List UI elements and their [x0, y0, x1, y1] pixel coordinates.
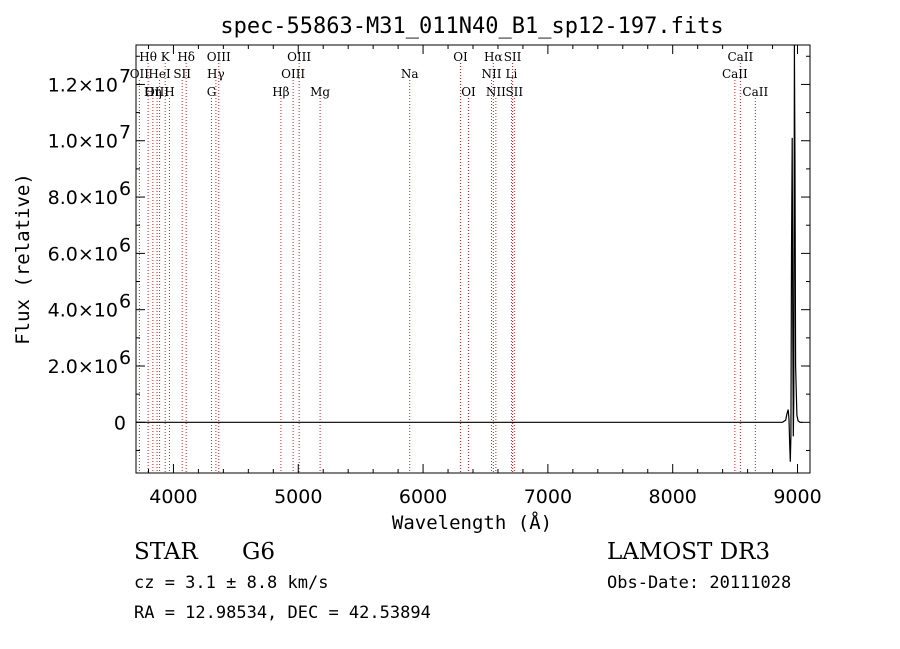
spectral-line-label: CaII	[727, 50, 753, 64]
spectral-line-label: Hη	[144, 85, 162, 99]
plot-frame	[135, 44, 811, 474]
spectral-line-label: G	[207, 85, 217, 99]
y-tick-label: 1.2×10	[48, 74, 118, 96]
spectral-line-label: OII	[130, 67, 150, 81]
x-tick-label: 6000	[399, 486, 447, 508]
spectral-line-label: Hγ	[207, 67, 225, 81]
x-tick-label: 9000	[773, 486, 821, 508]
y-tick-exponent: 7	[119, 122, 131, 144]
y-tick-exponent: 6	[119, 178, 131, 200]
y-tick-label: 1.0×10	[48, 131, 118, 153]
x-tick-label: 7000	[524, 486, 572, 508]
spectral-line-label: H	[164, 85, 174, 99]
spectral-line-label: SII	[173, 67, 191, 81]
y-tick-exponent: 6	[119, 234, 131, 256]
y-tick-label: 2.0×10	[48, 356, 118, 378]
spectral-line-label: OI	[453, 50, 468, 64]
spectral-line-label: Mg	[310, 85, 330, 99]
redshift-readout: cz = 3.1 ± 8.8 km/s	[134, 573, 329, 593]
coordinates-readout: RA = 12.98534, DEC = 42.53894	[134, 603, 431, 623]
x-tick-label: 8000	[649, 486, 697, 508]
x-tick-label: 4000	[149, 486, 197, 508]
spectral-line-label: SII	[504, 50, 522, 64]
y-tick-label: 0	[114, 412, 126, 434]
spectral-line-label: Hβ	[272, 85, 289, 99]
spectral-line-label: NII	[481, 67, 501, 81]
spectral-line-label: Li	[506, 67, 518, 81]
spectral-line-label: OIII	[281, 67, 305, 81]
spectral-line-label: Hδ	[177, 50, 195, 64]
spectral-line-label: SII	[505, 85, 523, 99]
y-tick-exponent: 6	[119, 347, 131, 369]
spectral-line-label: OIII	[287, 50, 311, 64]
y-tick-label: 8.0×10	[48, 187, 118, 209]
y-tick-exponent: 7	[119, 65, 131, 87]
spectral-line-label: NII	[486, 85, 506, 99]
spectral-line-label: HeI	[148, 67, 171, 81]
y-tick-exponent: 6	[119, 291, 131, 313]
x-axis-title: Wavelength (Å)	[392, 511, 552, 534]
spectral-line-markers: Hθ OII OIII K HeI Hη H SII Hδ OIII Hγ G Hβ OIII OIII Mg…	[130, 50, 768, 473]
object-subclass: G6	[242, 539, 276, 565]
spectral-line-label: CaII	[722, 67, 748, 81]
spectral-line-label: K	[161, 50, 171, 64]
spectral-line-label: OI	[461, 85, 476, 99]
spectral-line-label: OIII	[145, 85, 169, 99]
spectrum-line-flux	[136, 44, 803, 462]
spectral-line-label: Hα	[484, 50, 503, 64]
spectrum-series	[136, 44, 803, 462]
y-tick-label: 6.0×10	[48, 243, 118, 265]
survey-name: LAMOST DR3	[607, 539, 771, 565]
spectral-line-label: Hθ	[139, 50, 157, 64]
object-class: STAR	[134, 539, 198, 565]
y-tick-label: 4.0×10	[48, 300, 118, 322]
x-tick-label: 5000	[274, 486, 322, 508]
spectral-line-label: CaII	[742, 85, 768, 99]
y-axis-title: Flux (relative)	[12, 173, 34, 345]
spectral-line-label: OIII	[207, 50, 231, 64]
observation-date: Obs-Date: 20111028	[607, 573, 792, 593]
chart-title: spec-55863-M31_011N40_B1_sp12-197.fits	[220, 14, 723, 39]
spectral-line-label: Na	[401, 67, 419, 81]
